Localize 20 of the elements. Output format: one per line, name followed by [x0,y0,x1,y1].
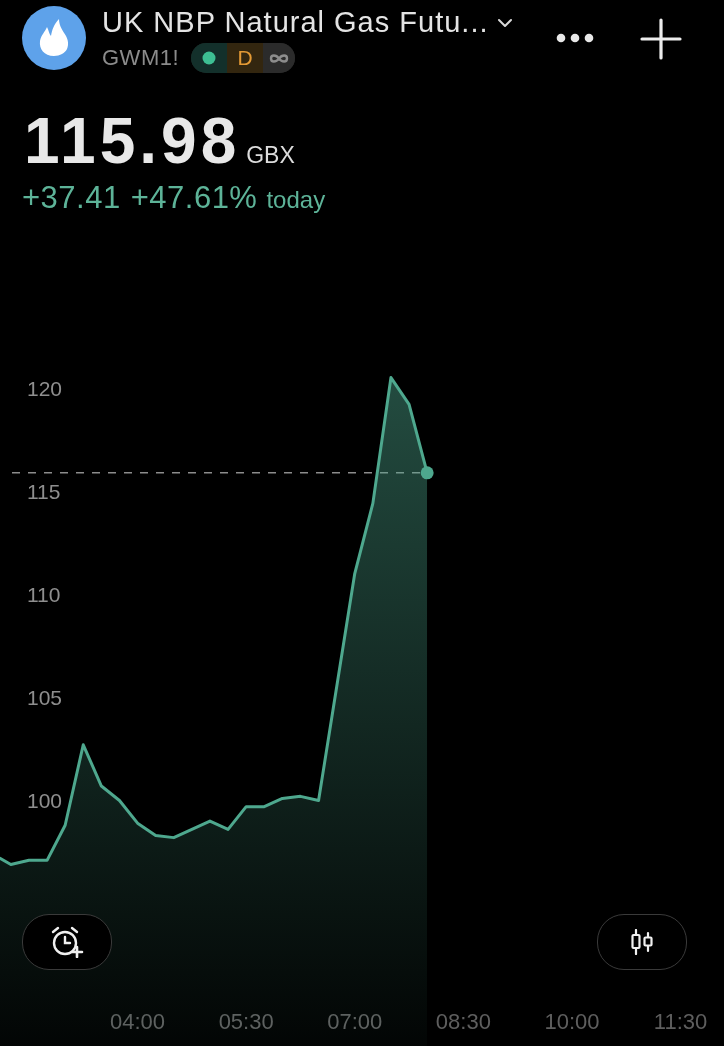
annotation: D [237,46,253,70]
y-tick-label: 115 [27,479,61,503]
chart-title: UK NBP Natural Gas Futu... [102,6,489,39]
x-tick-label: 05:30 [218,1008,274,1034]
y-tick-label: 100 [27,789,63,813]
y-tick-label: 120 [27,376,63,400]
x-tick-label: 11:30 [653,1008,708,1034]
x-tick-label: 04:00 [110,1008,166,1034]
x-tick-label: 10:00 [544,1008,600,1034]
y-tick-label: 105 [27,686,63,710]
y-tick-label: 110 [27,583,61,607]
annotation: today [266,186,326,214]
text: GWM1! [102,45,180,71]
annotation: GBX [246,142,295,169]
annotation: +37.41 [22,180,121,216]
x-tick-label: 07:00 [327,1008,383,1034]
status-badge: D [191,43,296,73]
annotation: 115.98 [24,104,241,178]
x-tick-label: 08:30 [435,1008,491,1034]
annotation: +47.61% [130,180,258,216]
